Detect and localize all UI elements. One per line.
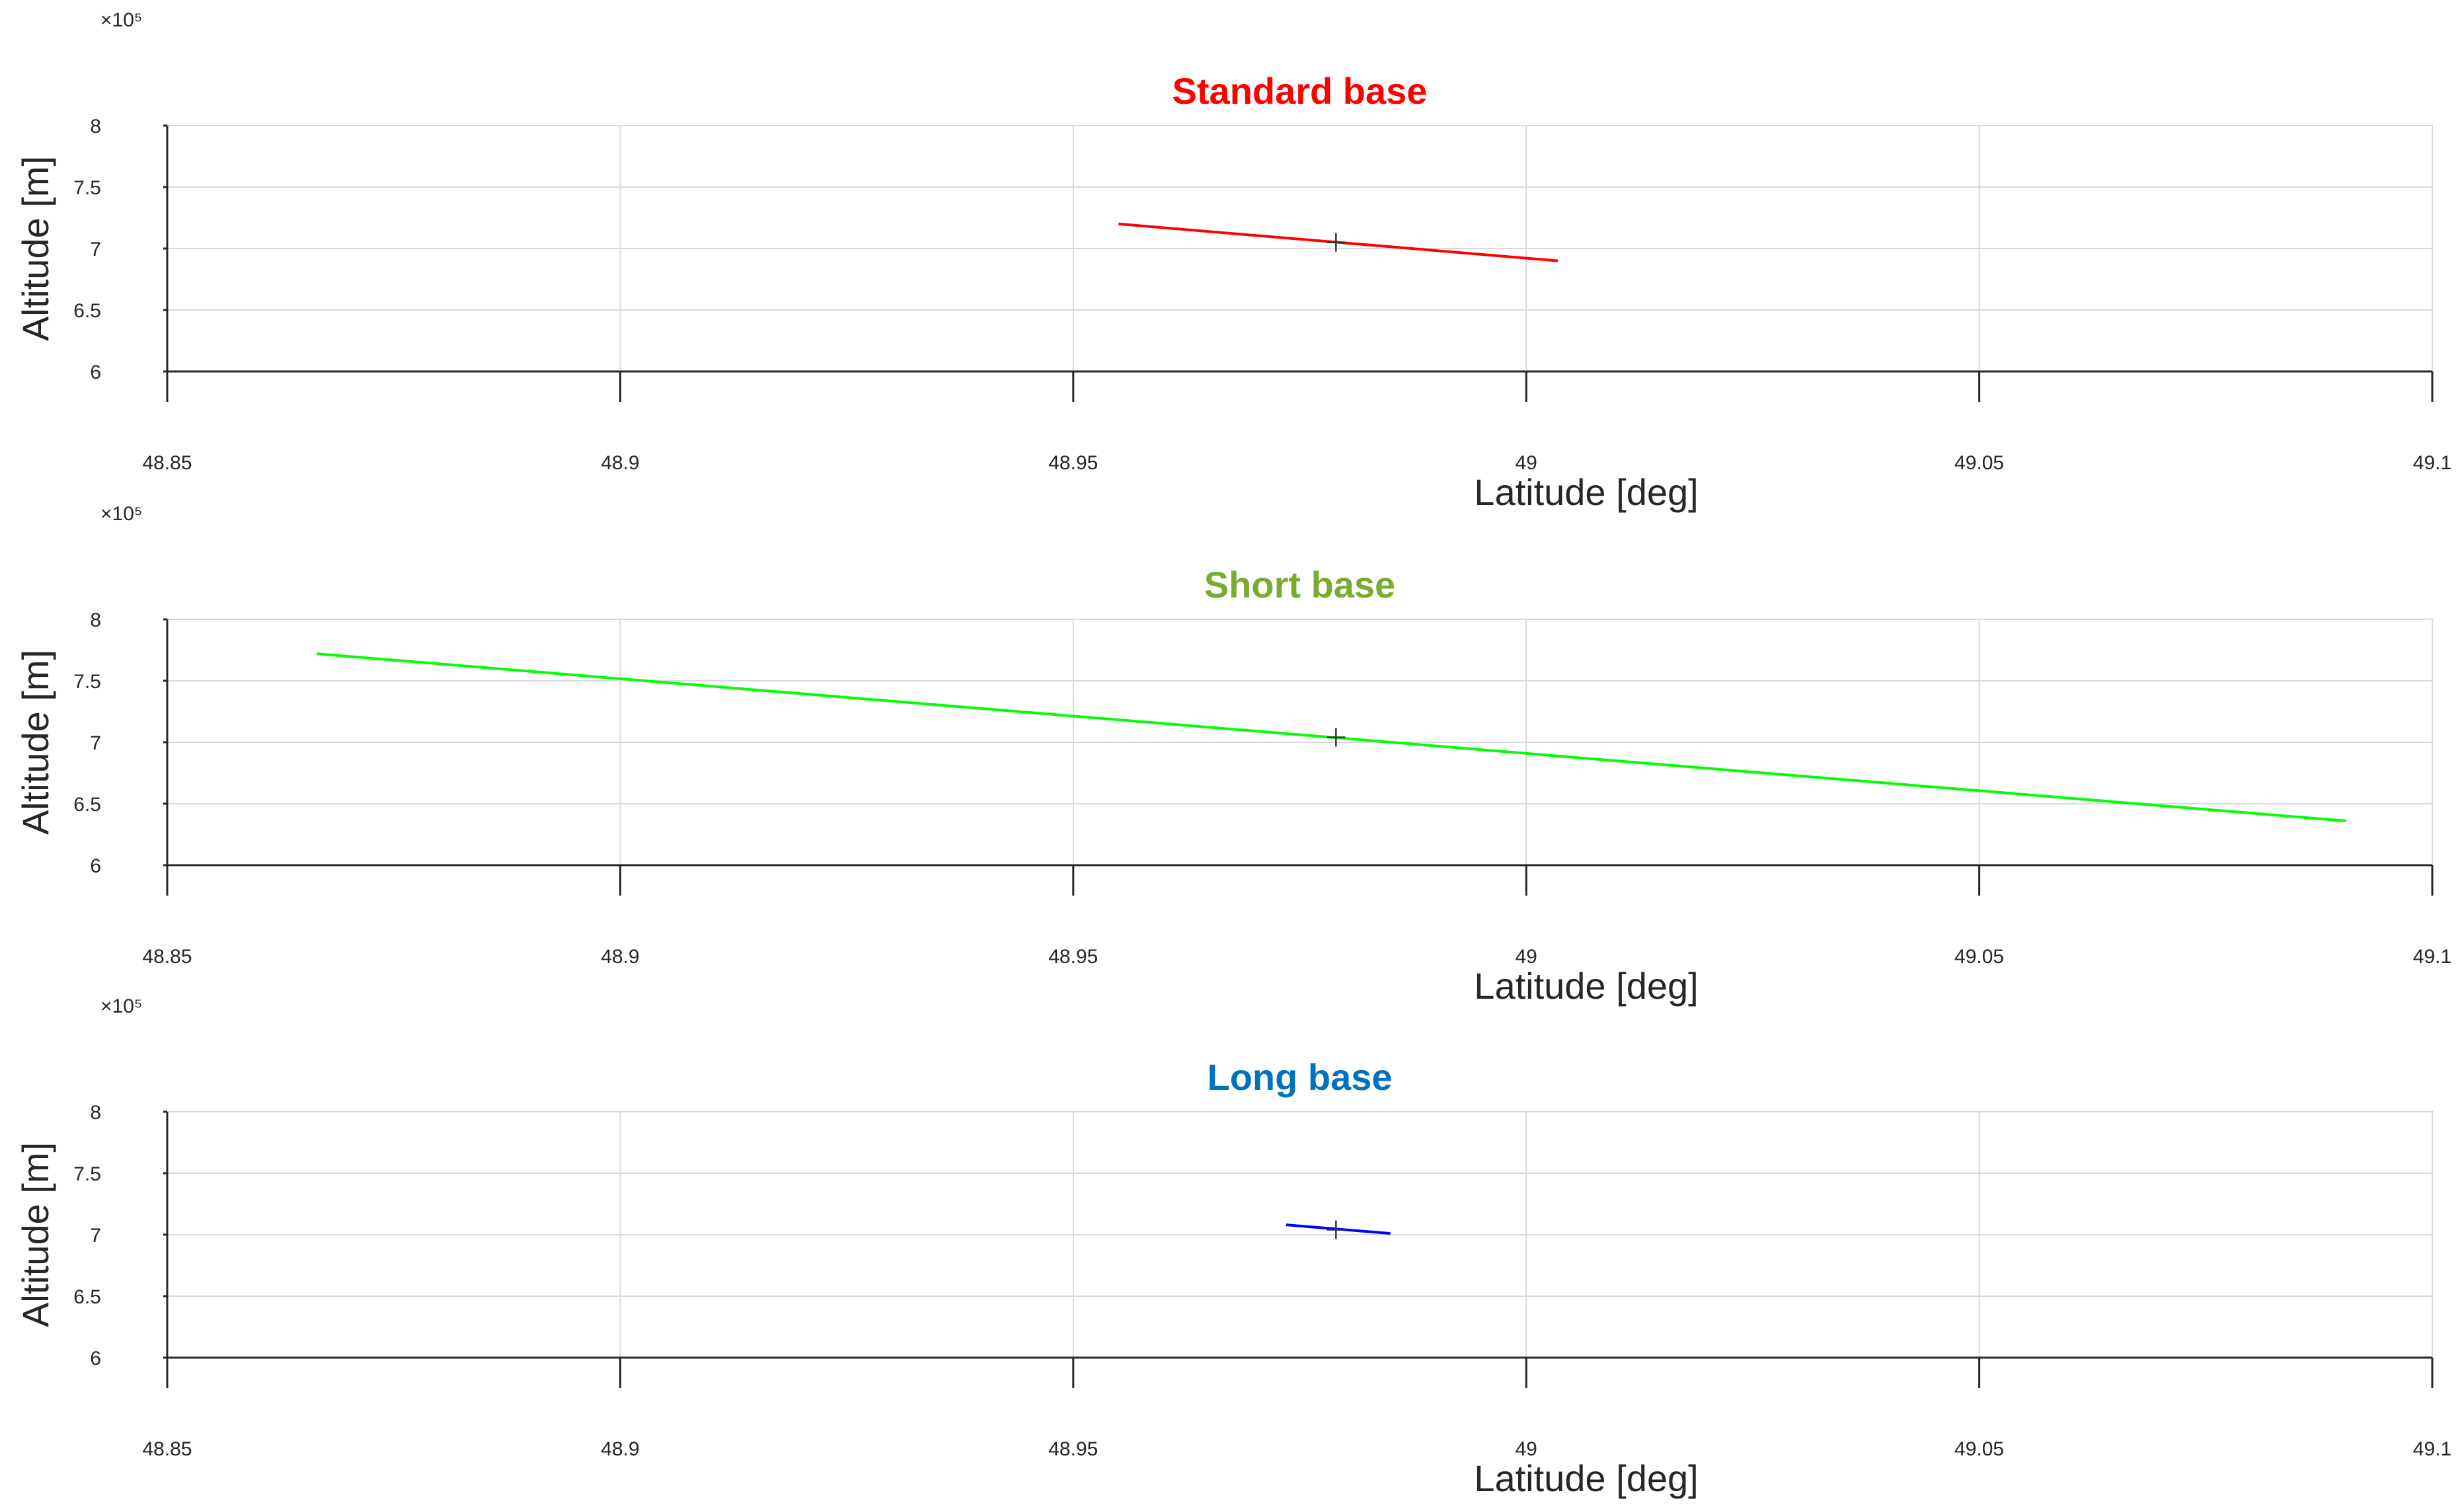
y-tick-label: 6 [90, 362, 101, 383]
x-tick-label: 48.9 [601, 1438, 639, 1460]
y-tick-label: 7 [90, 732, 101, 754]
y-axis-title: Altitude [m] [15, 156, 56, 341]
y-tick-label: 7 [90, 239, 101, 260]
x-tick-label: 48.85 [142, 452, 192, 474]
subplot-2: 48.85 48.9 48.95 49 49.05 49.1 6 6.5 7 7.5 8 ×10⁵ Sh… [15, 503, 2451, 1007]
x-tick-label: 49.1 [2413, 1438, 2451, 1460]
y-exponent-label: ×10⁵ [100, 503, 142, 525]
x-tick-label: 48.95 [1048, 1438, 1098, 1460]
center-marker [1327, 728, 1346, 747]
x-tick-label: 48.85 [142, 946, 192, 968]
y-tick-label: 6.5 [73, 1286, 101, 1308]
x-axis-title: Latitude [deg] [1474, 1457, 1698, 1499]
y-tick-label: 7.5 [73, 1163, 101, 1185]
x-tick-label: 49.05 [1954, 452, 2004, 474]
x-tick-label: 48.9 [601, 946, 639, 968]
y-tick-label: 7 [90, 1225, 101, 1247]
x-tick-label: 48.95 [1048, 946, 1098, 968]
x-tick-label: 48.95 [1048, 452, 1098, 474]
y-tick-label: 8 [90, 609, 101, 631]
chart-title: Standard base [1173, 70, 1428, 112]
y-tick-label: 7.5 [73, 671, 101, 693]
y-tick-label: 6 [90, 855, 101, 877]
x-axis-title: Latitude [deg] [1474, 965, 1698, 1007]
y-tick-label: 8 [90, 1102, 101, 1124]
y-tick-label: 6.5 [73, 300, 101, 322]
x-tick-label: 49.1 [2413, 452, 2451, 474]
y-tick-label: 6.5 [73, 794, 101, 816]
center-marker [1327, 1220, 1346, 1239]
x-tick-label: 49 [1516, 946, 1537, 968]
y-axis-title: Altitude [m] [15, 650, 56, 835]
x-axis-title: Latitude [deg] [1474, 471, 1698, 513]
y-tick-label: 7.5 [73, 177, 101, 199]
y-exponent-label: ×10⁵ [100, 9, 142, 31]
chart-title: Short base [1204, 564, 1395, 605]
y-exponent-label: ×10⁵ [100, 995, 142, 1017]
x-tick-label: 49 [1516, 1438, 1537, 1460]
x-tick-label: 49.05 [1954, 1438, 2004, 1460]
subplot-1: 48.85 48.9 48.95 49 49.05 49.1 6 6.5 7 7.5 8 ×10⁵ St… [15, 9, 2451, 513]
subplot-3: 48.85 48.9 48.95 49 49.05 49.1 6 6.5 7 7.5 8 ×10⁵ Lo… [15, 995, 2451, 1499]
y-axis-title: Altitude [m] [15, 1142, 56, 1327]
y-tick-label: 6 [90, 1348, 101, 1370]
x-tick-label: 48.85 [142, 1438, 192, 1460]
y-tick-label: 8 [90, 116, 101, 137]
x-tick-label: 49.05 [1954, 946, 2004, 968]
chart-title: Long base [1207, 1056, 1392, 1098]
x-tick-label: 49.1 [2413, 946, 2451, 968]
x-tick-label: 49 [1516, 452, 1537, 474]
x-tick-label: 48.9 [601, 452, 639, 474]
center-marker [1327, 233, 1346, 252]
